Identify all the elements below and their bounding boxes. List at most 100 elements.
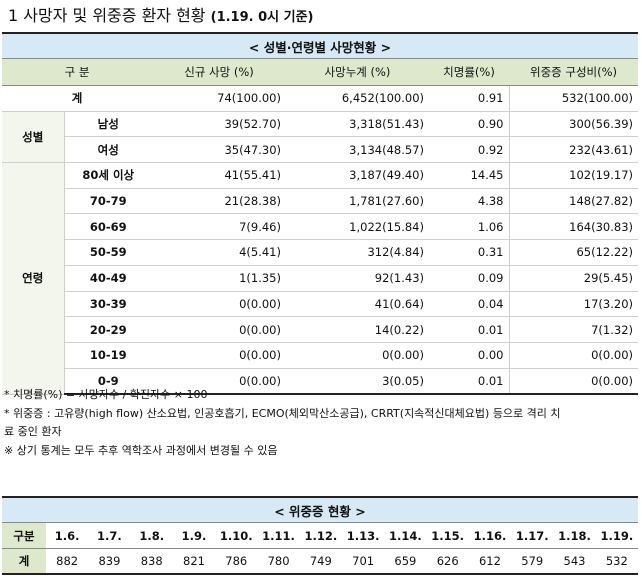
severe-value-cell: 838	[130, 548, 173, 575]
severe-ratio-cell: 7(1.32)	[508, 316, 639, 343]
row-label: 20-29	[64, 316, 152, 343]
table-row: 60-69 7(9.46) 1,022(15.84) 1.06 164(30.83)	[2, 213, 639, 241]
severe-date-cell: 1.9.	[172, 522, 216, 549]
new-deaths-cell: 0(0.00)	[152, 368, 286, 396]
table-row: 50-59 4(5.41) 312(4.84) 0.31 65(12.22)	[2, 239, 639, 266]
new-deaths-cell: 0(0.00)	[152, 342, 286, 369]
table-row: 40-49 1(1.35) 92(1.43) 0.09 29(5.45)	[2, 265, 639, 292]
severe-date-cell: 1.6.	[46, 522, 89, 549]
severe-value-cell: 701	[341, 548, 385, 575]
severe-ratio-cell: 300(56.39)	[508, 111, 639, 138]
table-row: 연령 80세 이상 41(55.41) 3,187(49.40) 14.45 102(19…	[2, 162, 639, 395]
table-caption-row: < 성별·연령별 사망현황 >	[2, 32, 639, 59]
row-label: 10-19	[64, 342, 152, 369]
total-severe: 532(100.00)	[508, 85, 639, 112]
fatality-rate-cell: 0.04	[429, 291, 509, 318]
severe-value-cell: 786	[215, 548, 258, 575]
severe-status-table: < 위중증 현황 > 구분 1.6. 1.7. 1.8. 1.9. 1.10. 1.11.…	[2, 496, 638, 575]
cumulative-deaths-cell: 1,781(27.60)	[286, 188, 429, 215]
table-caption: < 성별·연령별 사망현황 >	[2, 32, 639, 59]
severe-ratio-cell: 0(0.00)	[508, 368, 639, 396]
header-severe-ratio: 위중증 구성비(%)	[509, 58, 639, 86]
cumulative-deaths-cell: 1,022(15.84)	[286, 213, 429, 241]
table-row: 10-19 0(0.00) 0(0.00) 0.00 0(0.00)	[2, 342, 639, 369]
severe-row-header: 구분	[2, 522, 46, 549]
severe-date-cell: 1.11.	[257, 522, 300, 549]
cumulative-deaths-cell: 3(0.05)	[286, 368, 429, 396]
severe-ratio-cell: 102(19.17)	[508, 162, 639, 189]
new-deaths-cell: 1(1.35)	[152, 265, 286, 292]
cumulative-deaths-cell: 92(1.43)	[286, 265, 429, 292]
severe-ratio-cell: 232(43.61)	[508, 136, 639, 164]
severe-value-cell: 839	[88, 548, 131, 575]
cumulative-deaths-cell: 41(0.64)	[286, 291, 429, 318]
row-label: 60-69	[64, 213, 152, 241]
row-label: 여성	[64, 136, 152, 164]
severe-date-cell: 1.17.	[511, 522, 554, 549]
table-header-row: 구 분 신규 사망 (%) 사망누계 (%) 치명률(%) 위중증 구성비(%)	[2, 58, 639, 86]
header-category: 구 분	[2, 58, 152, 86]
severe-value-cell: 626	[426, 548, 469, 575]
severe-value-row: 계 882 839 838 821 786 780 749 701 659 626 612 579 54…	[2, 548, 638, 575]
total-label: 계	[2, 85, 152, 112]
total-row: 계 74(100.00) 6,452(100.00) 0.91 532(100.…	[2, 85, 639, 112]
title-text: 1 사망자 및 위중증 환자 현황	[8, 6, 206, 25]
table-row: 20-29 0(0.00) 14(0.22) 0.01 7(1.32)	[2, 316, 639, 343]
cumulative-deaths-cell: 3,187(49.40)	[286, 162, 429, 189]
cumulative-deaths-cell: 3,134(48.57)	[286, 136, 429, 164]
row-label: 0-9	[64, 368, 152, 396]
fatality-rate-cell: 4.38	[429, 188, 509, 215]
new-deaths-cell: 0(0.00)	[152, 316, 286, 343]
new-deaths-cell: 7(9.46)	[152, 213, 286, 241]
row-label: 80세 이상	[64, 162, 152, 189]
fatality-rate-cell: 0.01	[429, 316, 509, 343]
severe-ratio-cell: 65(12.22)	[508, 239, 639, 266]
note-disclaimer: ※ 상기 통계는 모두 추후 역학조사 과정에서 변경될 수 있음	[4, 443, 278, 457]
page-title: 1 사망자 및 위중증 환자 현황 (1.19. 0시 기준)	[8, 4, 314, 28]
row-label: 30-39	[64, 291, 152, 318]
severe-value-cell: 579	[511, 548, 554, 575]
fatality-rate-cell: 0.92	[429, 136, 509, 164]
row-label: 남성	[64, 111, 152, 138]
new-deaths-cell: 41(55.41)	[152, 162, 286, 189]
sex-group-label: 성별	[2, 111, 65, 164]
severe-date-cell: 1.7.	[88, 522, 131, 549]
total-cum: 6,452(100.00)	[286, 85, 429, 112]
row-label: 40-49	[64, 265, 152, 292]
severe-value-cell: 821	[172, 548, 216, 575]
fatality-rate-cell: 0.01	[429, 368, 509, 396]
severe-caption-row: < 위중증 현황 >	[2, 496, 638, 523]
title-date: (1.19. 0시 기준)	[210, 10, 314, 25]
total-new: 74(100.00)	[152, 85, 286, 112]
severe-value-cell: 749	[299, 548, 342, 575]
severe-caption: < 위중증 현황 >	[2, 496, 638, 523]
severe-value-cell: 780	[257, 548, 300, 575]
severe-date-cell: 1.18.	[553, 522, 596, 549]
fatality-rate-cell: 14.45	[429, 162, 509, 189]
cumulative-deaths-cell: 312(4.84)	[286, 239, 429, 266]
table-row: 30-39 0(0.00) 41(0.64) 0.04 17(3.20)	[2, 291, 639, 318]
severe-date-cell: 1.14.	[384, 522, 427, 549]
table-row: 70-79 21(28.38) 1,781(27.60) 4.38 148(27.82)	[2, 188, 639, 215]
severe-date-row: 구분 1.6. 1.7. 1.8. 1.9. 1.10. 1.11. 1.12. 1.13. 1…	[2, 522, 638, 549]
severe-value-cell: 659	[384, 548, 427, 575]
severe-date-cell: 1.13.	[341, 522, 385, 549]
header-fatality-rate: 치명률(%)	[429, 58, 509, 86]
severe-value-cell: 882	[46, 548, 89, 575]
fatality-rate-cell: 0.00	[429, 342, 509, 369]
note-fatality: * 치명률(%) = 사망자수 / 확진자수 × 100	[4, 388, 208, 401]
new-deaths-cell: 4(5.41)	[152, 239, 286, 266]
severe-value-cell: 543	[553, 548, 596, 575]
cumulative-deaths-cell: 14(0.22)	[286, 316, 429, 343]
severe-ratio-cell: 164(30.83)	[508, 213, 639, 241]
severe-value-cell: 612	[468, 548, 512, 575]
severe-date-cell: 1.15.	[426, 522, 469, 549]
table-row: 0-9 0(0.00) 3(0.05) 0.01 0(0.00)	[2, 368, 639, 396]
severe-date-cell: 1.10.	[215, 522, 258, 549]
fatality-rate-cell: 0.09	[429, 265, 509, 292]
header-new-deaths: 신규 사망 (%)	[152, 58, 286, 86]
new-deaths-cell: 21(28.38)	[152, 188, 286, 215]
row-label: 70-79	[64, 188, 152, 215]
table-row: 성별 남성 39(52.70) 3,318(51.43) 0.90 300(56.39)	[2, 111, 639, 164]
severe-ratio-cell: 148(27.82)	[508, 188, 639, 215]
